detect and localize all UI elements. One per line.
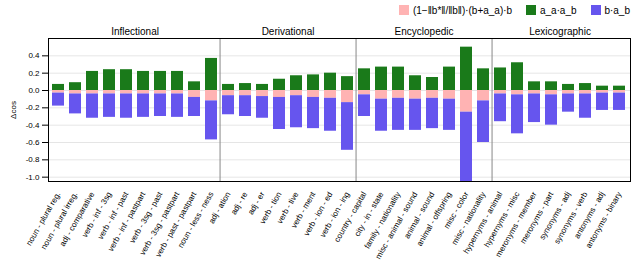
svg-text:animal - offspring: animal - offspring <box>415 190 454 248</box>
svg-text:-0.4: -0.4 <box>26 121 40 130</box>
svg-text:antonyms - adj: antonyms - adj <box>572 190 607 241</box>
svg-text:misc - animal - sound: misc - animal - sound <box>373 190 420 261</box>
html-text:(1−‖b*‖/‖b‖)⋅(b+a_a)⋅b: (1−‖b*‖/‖b‖)⋅(b+a_a)⋅b <box>413 4 512 16</box>
svg-text:Inflectional: Inflectional <box>111 26 159 37</box>
html-text:a_a⋅a_b: a_a⋅a_b <box>540 4 577 16</box>
svg-text:verb - inf - 3sg: verb - inf - 3sg <box>80 190 114 240</box>
svg-text:synonyms - adj: synonyms - adj <box>537 190 573 242</box>
svg-text:Lexicographic: Lexicographic <box>529 26 591 37</box>
svg-text:noun - plural reg.: noun - plural reg. <box>24 190 63 248</box>
svg-text:adj - ation: adj - ation <box>207 190 232 225</box>
svg-text:noun - less - ness: noun - less - ness <box>176 190 216 250</box>
svg-text:Derivational: Derivational <box>262 26 315 37</box>
svg-text:antonyms - binary: antonyms - binary <box>584 190 624 250</box>
svg-text:verb - 3sg - past: verb - 3sg - past <box>127 190 165 245</box>
svg-text:-1.0: -1.0 <box>26 173 40 182</box>
svg-text:verb - ment: verb - ment <box>289 190 318 230</box>
svg-text:animal - sound: animal - sound <box>402 190 437 241</box>
svg-text:country - capital: country - capital <box>332 190 369 244</box>
svg-text:verb - inf - pastpart: verb - inf - pastpart <box>106 190 148 253</box>
svg-text:verb - inf - past: verb - inf - past <box>96 190 131 241</box>
svg-text:verb - ion - ing: verb - ion - ing <box>318 190 352 240</box>
svg-text:meronyms - part: meronyms - part <box>518 190 556 246</box>
svg-text:verb - past - pastpart: verb - past - pastpart <box>153 190 199 259</box>
svg-text:-0.2: -0.2 <box>26 103 40 112</box>
svg-text:synonyms - verb: synonyms - verb <box>552 190 590 246</box>
svg-text:adj - er: adj - er <box>246 190 267 217</box>
svg-text:0.0: 0.0 <box>28 86 40 95</box>
svg-text:hypernyms - animal: hypernyms - animal <box>461 190 505 256</box>
svg-text:-0.6: -0.6 <box>26 138 40 147</box>
svg-text:Δcos: Δcos <box>9 101 18 119</box>
svg-text:meronyms - member: meronyms - member <box>493 190 539 259</box>
svg-text:verb - tive: verb - tive <box>275 190 301 226</box>
svg-text:verb - tion: verb - tion <box>257 190 284 226</box>
svg-text:misc - color: misc - color <box>442 190 471 231</box>
svg-text:-0.8: -0.8 <box>26 155 40 164</box>
svg-text:noun - plural irreg.: noun - plural irreg. <box>39 190 80 251</box>
svg-text:Encyclopedic: Encyclopedic <box>395 26 454 37</box>
svg-text:hypernyms - misc: hypernyms - misc <box>482 190 522 250</box>
svg-text:misc - nationality: misc - nationality <box>449 190 488 247</box>
svg-text:city - in - state: city - in - state <box>352 190 386 238</box>
svg-text:verb - ion - ed: verb - ion - ed <box>302 190 335 238</box>
svg-text:verb - 3sg - pastpart: verb - 3sg - pastpart <box>137 190 182 257</box>
svg-text:adj - re: adj - re <box>229 190 250 217</box>
svg-text:family - nationality: family - nationality <box>362 190 403 251</box>
html-text:b⋅a_b: b⋅a_b <box>604 4 630 16</box>
svg-text:adj - comparative: adj - comparative <box>58 190 97 248</box>
svg-text:0.4: 0.4 <box>28 51 40 60</box>
svg-text:0.2: 0.2 <box>28 69 40 78</box>
